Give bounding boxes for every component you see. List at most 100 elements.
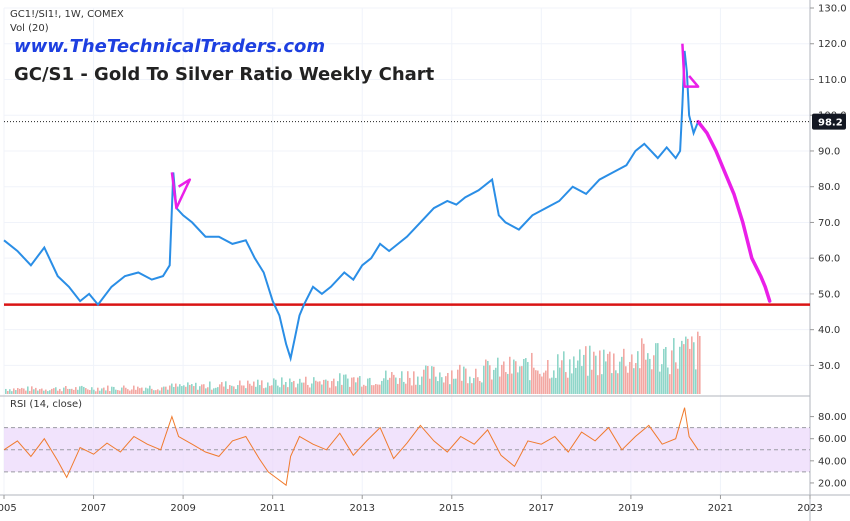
volume-bar xyxy=(177,386,179,394)
volume-bar xyxy=(521,366,523,394)
volume-bar xyxy=(169,385,171,394)
rsi-indicator-label[interactable]: RSI (14, close) xyxy=(10,399,83,410)
volume-bar xyxy=(675,362,677,394)
volume-bar xyxy=(105,390,107,394)
volume-bar xyxy=(67,388,69,394)
volume-bar xyxy=(509,356,511,394)
volume-bar xyxy=(491,379,493,394)
volume-bar xyxy=(21,387,23,394)
current-price-value: 98.2 xyxy=(818,118,843,129)
volume-bar xyxy=(139,388,141,394)
volume-bar xyxy=(287,387,289,394)
rsi-axis[interactable]: 80.00 60.00 40.00 20.00 xyxy=(810,412,847,489)
projection-line xyxy=(696,119,772,303)
volume-bar xyxy=(297,383,299,394)
volume-bar xyxy=(653,355,655,394)
volume-bar xyxy=(375,384,377,394)
volume-bar xyxy=(637,351,639,394)
volume-bar xyxy=(99,390,101,394)
volume-bar xyxy=(425,365,427,394)
volume-bar xyxy=(663,348,665,394)
volume-bar xyxy=(125,387,127,394)
volume-bar xyxy=(227,388,229,394)
rsi-tick-label: 60.00 xyxy=(818,434,847,445)
volume-bar xyxy=(233,386,235,394)
volume-bar xyxy=(143,390,145,394)
volume-bar xyxy=(97,387,99,394)
volume-indicator-label[interactable]: Vol (20) xyxy=(10,23,49,34)
volume-bar xyxy=(349,386,351,394)
volume-bar xyxy=(109,391,111,394)
volume-bar xyxy=(389,377,391,394)
volume-bar xyxy=(295,387,297,394)
volume-bar xyxy=(263,388,265,394)
price-tick-label: 80.0 xyxy=(818,182,840,193)
volume-bar xyxy=(447,372,449,394)
volume-bar xyxy=(423,369,425,394)
volume-bar xyxy=(571,373,573,394)
main-price-axis[interactable]: 130.0120.0110.0100.090.080.070.060.050.0… xyxy=(810,4,847,372)
volume-bar xyxy=(347,378,349,394)
volume-bar xyxy=(247,380,249,394)
volume-bar xyxy=(483,365,485,394)
volume-bar xyxy=(339,373,341,394)
triangle-pattern xyxy=(681,43,700,88)
volume-bar xyxy=(569,359,571,394)
chart-title: GC/S1 - Gold To Silver Ratio Weekly Char… xyxy=(14,64,435,85)
volume-bar xyxy=(633,368,635,394)
volume-bar xyxy=(691,336,693,394)
volume-bar xyxy=(13,388,15,394)
volume-bar xyxy=(627,372,629,394)
triangle-pattern xyxy=(170,172,192,210)
volume-bar xyxy=(667,367,669,394)
volume-bar xyxy=(647,353,649,394)
volume-bar xyxy=(107,385,109,394)
volume-bar xyxy=(7,390,9,394)
volume-bar xyxy=(289,378,291,394)
volume-bar xyxy=(545,370,547,394)
price-tick-label: 60.0 xyxy=(818,254,840,265)
current-price-badge-bg xyxy=(812,113,846,130)
volume-bar xyxy=(417,376,419,394)
volume-bar xyxy=(443,382,445,394)
volume-bar xyxy=(477,377,479,394)
volume-bar xyxy=(355,382,357,394)
volume-bar xyxy=(87,389,89,394)
volume-bar xyxy=(693,342,695,394)
volume-bar xyxy=(119,390,121,394)
volume-bar xyxy=(167,389,169,394)
volume-bar xyxy=(101,388,103,394)
volume-bar xyxy=(63,387,65,394)
volume-bar xyxy=(229,385,231,394)
time-axis[interactable]: 2005 2007 2009 2011 2013 2015 2017 2019 2021 2023 xyxy=(0,495,823,514)
volume-bar xyxy=(683,344,685,394)
volume-bar xyxy=(597,375,599,394)
volume-bar xyxy=(409,377,411,394)
volume-bar xyxy=(539,373,541,394)
volume-bar xyxy=(319,381,321,394)
volume-bar xyxy=(309,387,311,394)
volume-bar xyxy=(573,356,575,394)
volume-bar xyxy=(459,364,461,394)
volume-bar xyxy=(155,390,157,394)
volume-bar xyxy=(325,379,327,394)
volume-bar xyxy=(635,363,637,394)
volume-bar xyxy=(397,383,399,394)
rsi-tick-label: 40.00 xyxy=(818,456,847,467)
price-tick-label: 70.0 xyxy=(818,218,840,229)
volume-bar xyxy=(81,385,83,394)
volume-bar xyxy=(671,350,673,394)
volume-bar xyxy=(219,384,221,394)
volume-bar xyxy=(127,389,129,394)
volume-bar xyxy=(519,366,521,394)
volume-bar xyxy=(293,380,295,394)
volume-bar xyxy=(407,371,409,394)
volume-bar xyxy=(51,388,53,394)
volume-bar xyxy=(103,387,105,394)
time-tick-label: 2015 xyxy=(439,503,464,514)
volume-bar xyxy=(149,385,151,394)
time-tick-label: 2019 xyxy=(618,503,643,514)
volume-bar xyxy=(609,351,611,394)
volume-bar xyxy=(657,343,659,394)
volume-bar xyxy=(129,390,131,394)
